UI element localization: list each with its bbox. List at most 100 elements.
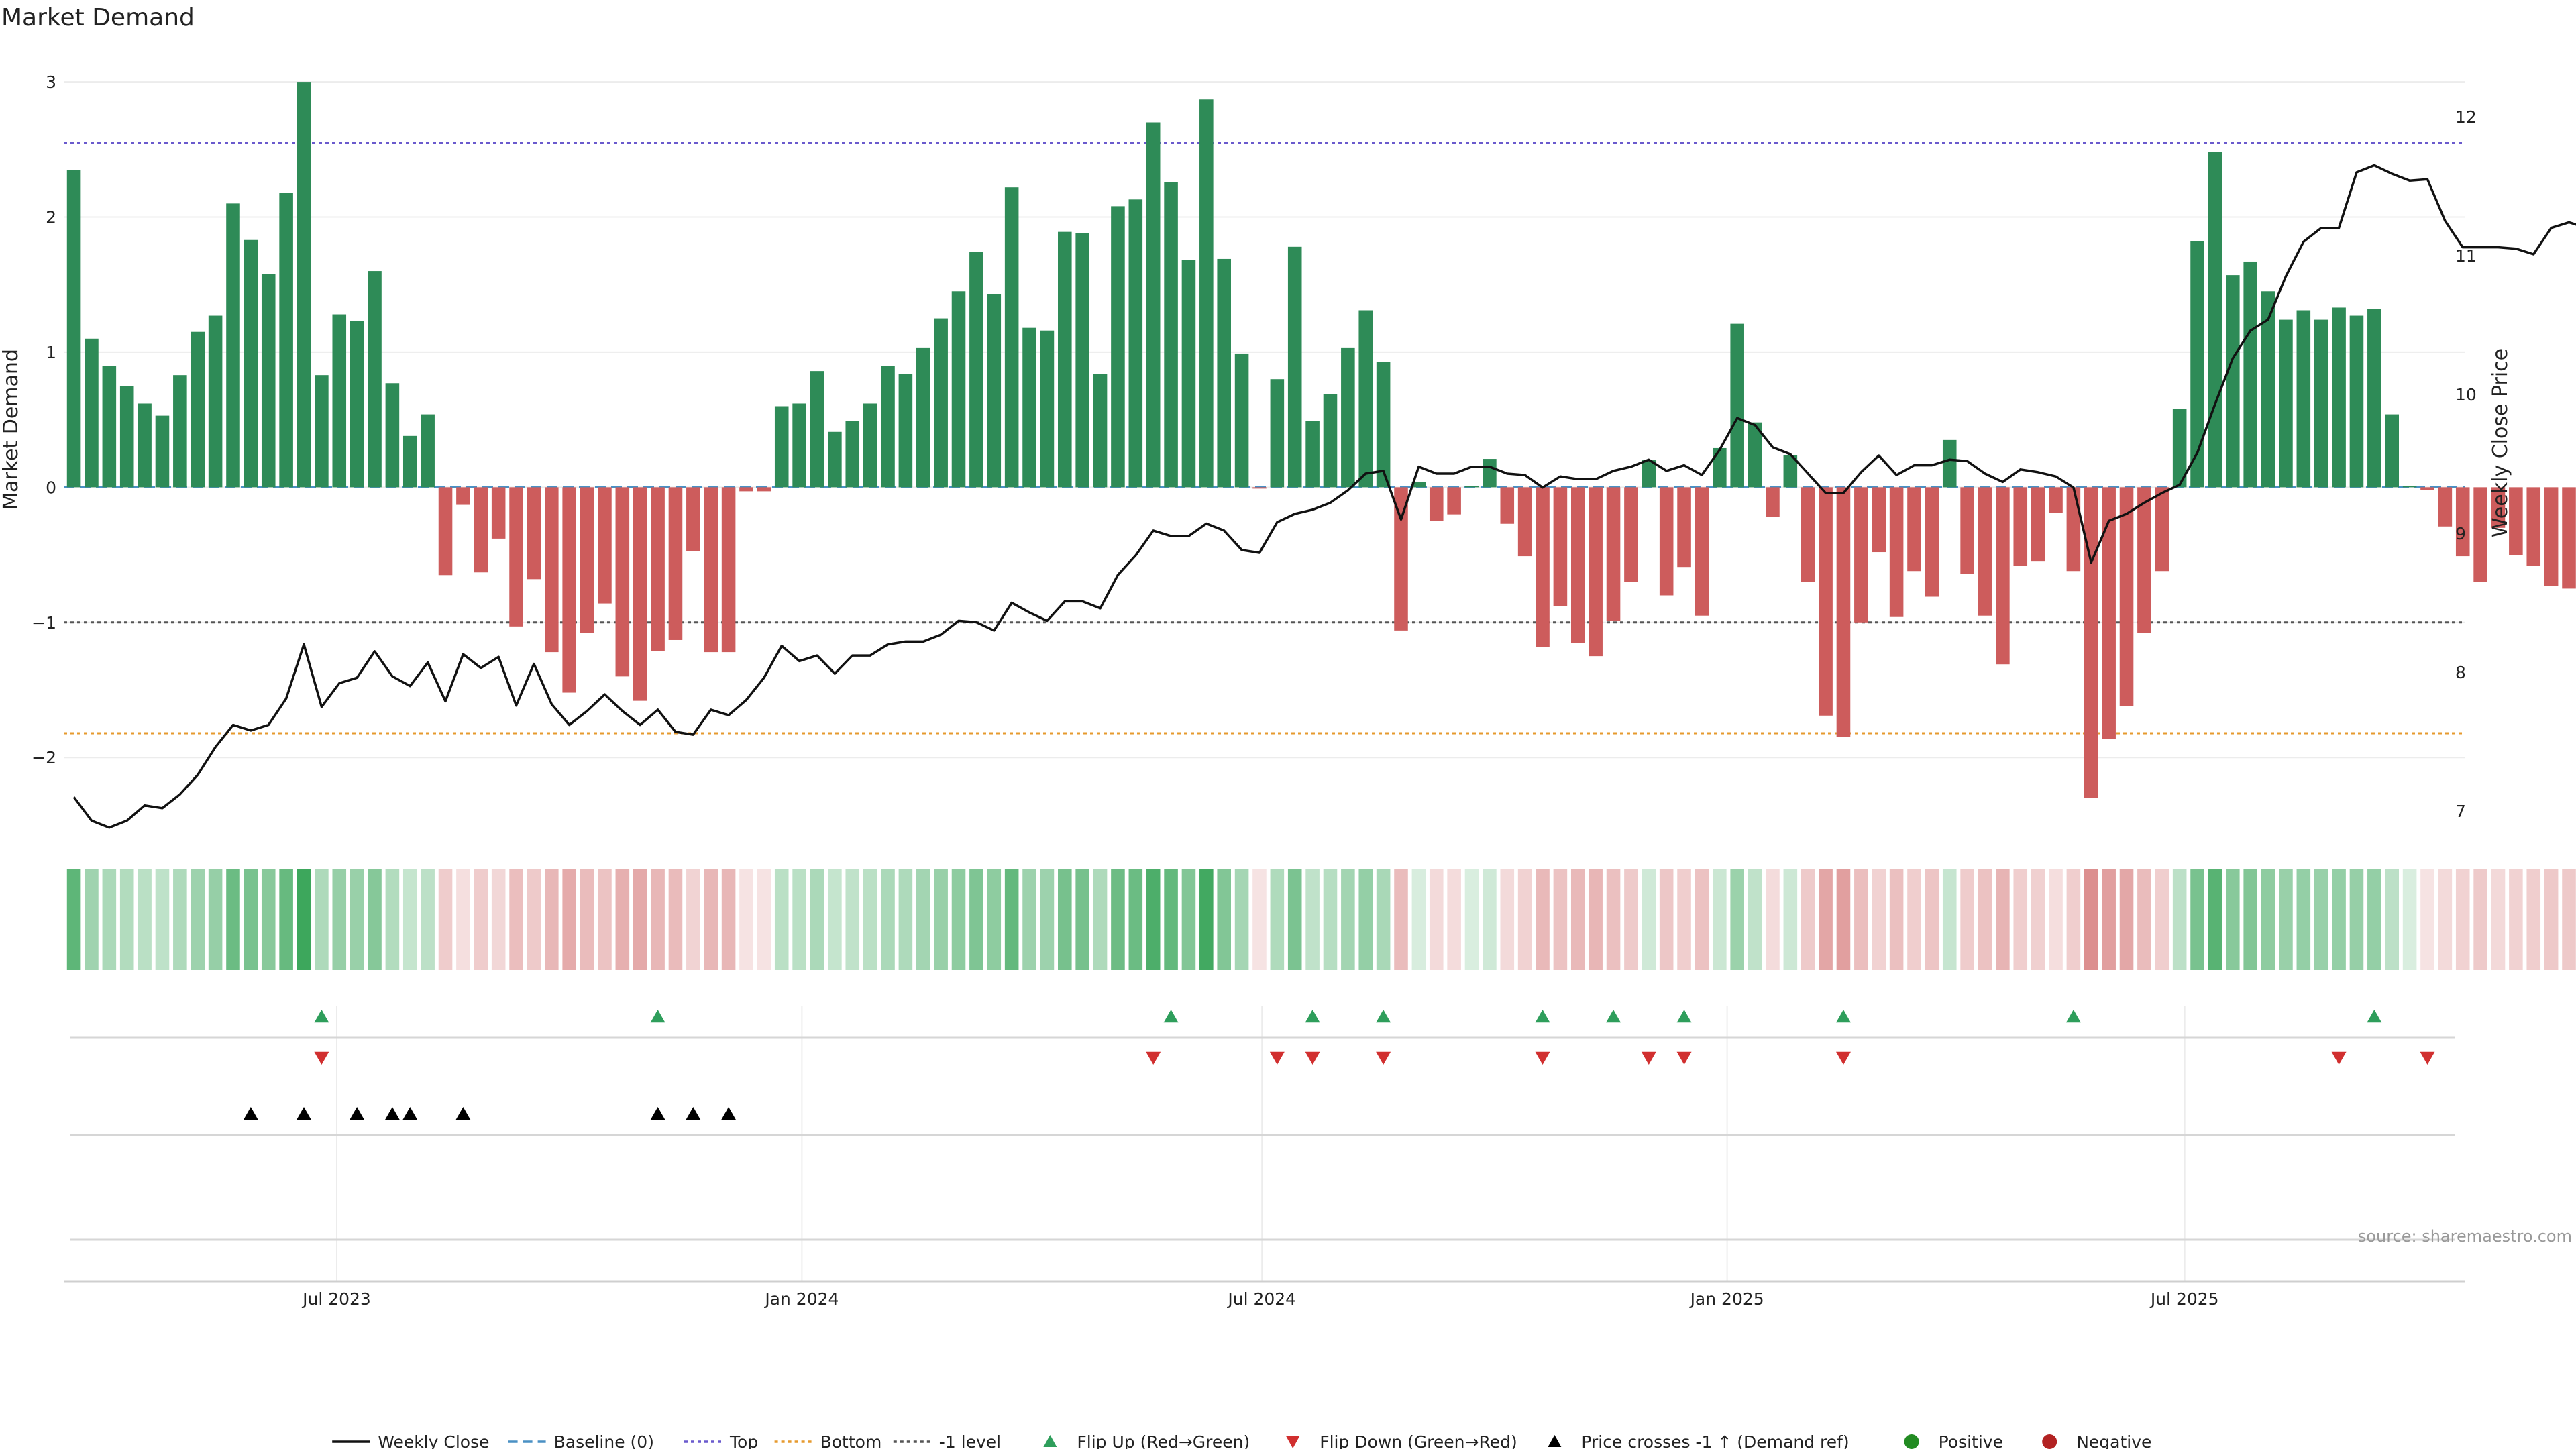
demand-bar — [2243, 261, 2257, 488]
demand-bar — [1022, 327, 1036, 488]
heat-cell — [757, 869, 771, 970]
demand-bar — [191, 331, 205, 488]
y2-tick-label: 12 — [2455, 107, 2477, 127]
heat-cell — [191, 869, 205, 970]
demand-bar — [545, 487, 559, 653]
demand-bar — [1889, 487, 1904, 617]
heat-cell — [916, 869, 930, 970]
heat-cell — [155, 869, 170, 970]
legend-label: Positive — [1939, 1432, 2003, 1449]
price-cross-marker — [402, 1107, 418, 1120]
heat-cell — [244, 869, 258, 970]
heat-cell — [2031, 869, 2045, 970]
demand-bar — [1181, 260, 1196, 488]
heat-cell — [438, 869, 453, 970]
price-cross-marker — [350, 1107, 365, 1120]
heat-cell — [1730, 869, 1744, 970]
heat-cell — [2562, 869, 2576, 970]
demand-bar — [1058, 231, 1072, 488]
demand-bar — [2544, 487, 2559, 586]
demand-bar — [739, 487, 753, 492]
heat-cell — [1907, 869, 1921, 970]
legend-swatch — [1043, 1435, 1057, 1447]
demand-bar — [2296, 310, 2311, 488]
source-label: source: sharemaestro.com — [2358, 1227, 2572, 1246]
legend-item-baseline-0: Baseline (0) — [508, 1432, 654, 1449]
heat-cell — [739, 869, 753, 970]
heat-cell — [1217, 869, 1231, 970]
flip-up-marker — [1835, 1010, 1851, 1023]
heat-cell — [1128, 869, 1143, 970]
flip-up-marker — [1535, 1010, 1550, 1023]
flip-down-marker — [1676, 1051, 1692, 1065]
demand-bar — [509, 487, 523, 627]
demand-bar — [898, 374, 913, 488]
heat-cell — [456, 869, 470, 970]
demand-bar — [2526, 487, 2541, 566]
demand-bar — [934, 318, 948, 488]
legend-item-flip-down-green-red: Flip Down (Green→Red) — [1286, 1432, 1517, 1449]
demand-bar — [1819, 487, 1833, 716]
demand-bar — [1040, 330, 1055, 488]
demand-bar — [1907, 487, 1921, 572]
heat-cell — [1872, 869, 1886, 970]
price-cross-marker — [455, 1107, 471, 1120]
heat-cell — [987, 869, 1002, 970]
demand-bar — [969, 252, 983, 488]
heat-cell — [1960, 869, 1974, 970]
heat-cell — [1783, 869, 1798, 970]
heat-cell — [119, 869, 134, 970]
demand-bar — [315, 375, 329, 488]
heat-cell — [2066, 869, 2081, 970]
legend-item-top: Top — [684, 1432, 758, 1449]
demand-bar — [1429, 487, 1444, 521]
heat-cell — [1748, 869, 1762, 970]
heat-cell — [1589, 869, 1603, 970]
demand-bar — [350, 321, 364, 488]
demand-bar — [1394, 487, 1408, 631]
heat-cell — [2455, 869, 2470, 970]
heat-cell — [580, 869, 594, 970]
demand-bar — [1570, 487, 1585, 643]
demand-bar — [332, 314, 347, 488]
demand-bar — [474, 487, 488, 573]
heat-cell — [668, 869, 683, 970]
flip-up-marker — [2367, 1010, 2382, 1023]
demand-bar — [1553, 487, 1568, 606]
heat-cell — [297, 869, 311, 970]
demand-bar — [261, 274, 276, 488]
heat-cell — [402, 869, 417, 970]
heat-cell — [368, 869, 382, 970]
demand-bar — [2013, 487, 2028, 566]
heat-cell — [509, 869, 523, 970]
legend-item-bottom: Bottom — [774, 1432, 881, 1449]
heat-cell — [774, 869, 789, 970]
legend-swatch — [1286, 1436, 1300, 1448]
x-tick-label: Jan 2025 — [1689, 1289, 1764, 1309]
demand-bar — [1305, 421, 1320, 488]
flip-up-marker — [650, 1010, 665, 1023]
heat-cell — [598, 869, 612, 970]
demand-bar — [580, 487, 594, 633]
demand-bar — [1695, 487, 1709, 616]
heat-cell — [2013, 869, 2028, 970]
heat-cell — [2473, 869, 2487, 970]
demand-bar — [1766, 487, 1780, 517]
heat-cell — [1093, 869, 1108, 970]
flip-down-marker — [1535, 1051, 1550, 1065]
demand-bar — [633, 487, 647, 701]
demand-bar — [368, 271, 382, 488]
heat-cell — [2049, 869, 2063, 970]
heat-cell — [1464, 869, 1479, 970]
flip-down-marker — [1269, 1051, 1285, 1065]
signal-markers — [64, 1006, 2465, 1283]
flip-up-marker — [1163, 1010, 1179, 1023]
demand-bar — [102, 366, 117, 488]
demand-bar — [686, 487, 700, 551]
demand-bar — [1730, 323, 1744, 488]
price-cross-marker — [721, 1107, 737, 1120]
heat-cell — [1854, 869, 1868, 970]
demand-bar — [1358, 310, 1373, 488]
demand-bar — [2226, 275, 2240, 488]
